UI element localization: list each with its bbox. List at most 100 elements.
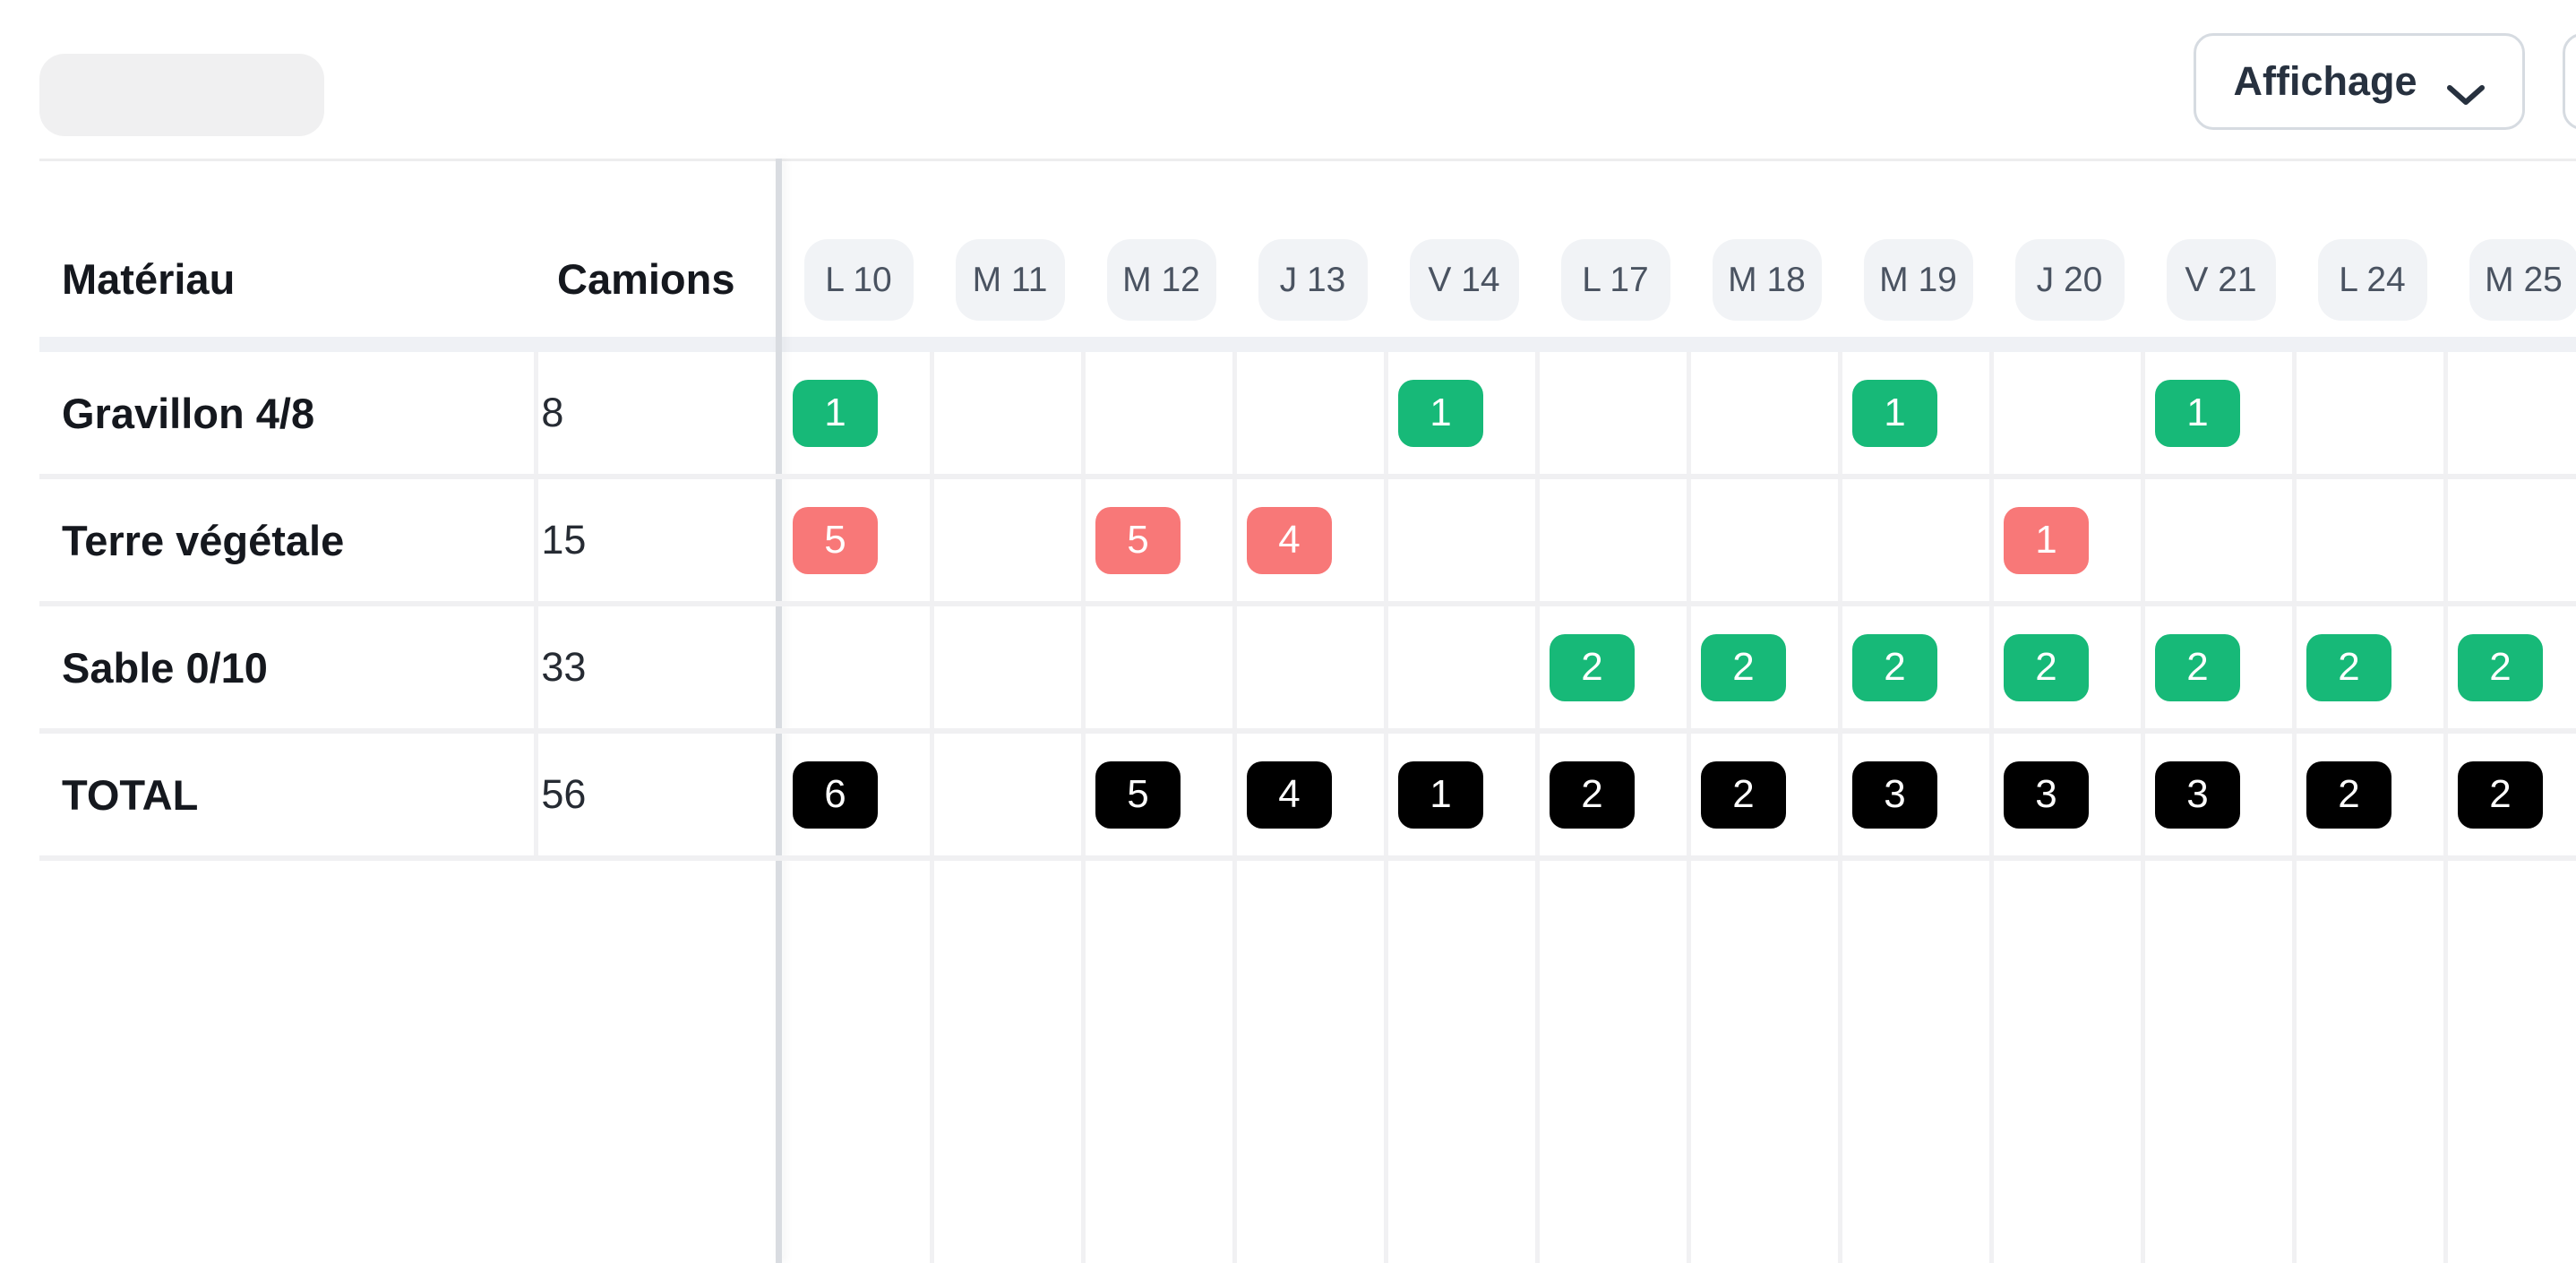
count-badge[interactable]: 2 [2306, 760, 2391, 829]
schedule-cell: 2 [1971, 606, 2122, 728]
date-pill: M 11 [955, 239, 1065, 321]
date-header-row: L 10 M 11 M 12 J 13 V 14 L 17 M 18 M 19 J 20 V 21… [783, 239, 2576, 321]
count-badge[interactable]: 4 [1247, 760, 1332, 829]
count-badge[interactable]: 4 [1247, 506, 1332, 574]
date-header-cell: M 18 [1691, 239, 1842, 321]
schedule-cell [1819, 479, 1971, 601]
count-badge[interactable]: 5 [1095, 506, 1181, 574]
date-header-cell: L 24 [2297, 239, 2448, 321]
count-badge[interactable]: 5 [1095, 760, 1181, 829]
schedule-cell: 4 [1214, 734, 1365, 855]
date-pill: L 10 [803, 239, 914, 321]
table-row: Sable 0/10 33 2 2 2 2 2 2 2 [39, 606, 2576, 734]
schedule-cell: 2 [2122, 606, 2273, 728]
count-badge[interactable]: 2 [1701, 633, 1786, 701]
schedule-cell [1062, 352, 1214, 474]
schedule-cell: 1 [1365, 352, 1516, 474]
date-pill: M 18 [1712, 239, 1822, 321]
table-body: Gravillon 4/8 8 1 1 1 1 Terre végétale 15 5 5 4 1 Sa… [39, 352, 2576, 861]
date-pill: V 21 [2166, 239, 2276, 321]
schedule-cell [1365, 479, 1516, 601]
date-header-cell: M 19 [1842, 239, 1994, 321]
schedule-cell: 2 [2425, 734, 2576, 855]
camions-count: 33 [541, 644, 587, 690]
schedule-cell: 2 [1668, 606, 1819, 728]
schedule-cell: 2 [2273, 734, 2425, 855]
schedule-cell: 1 [1819, 352, 1971, 474]
schedule-cell: 1 [1365, 734, 1516, 855]
table-row: Terre végétale 15 5 5 4 1 [39, 479, 2576, 606]
schedule-cell [1971, 352, 2122, 474]
count-badge[interactable]: 2 [1550, 760, 1635, 829]
date-header-cell: V 21 [2145, 239, 2297, 321]
topbar-divider [39, 159, 2576, 161]
camions-count: 8 [541, 390, 564, 435]
count-badge[interactable]: 3 [1852, 760, 1937, 829]
count-badge[interactable]: 1 [1398, 760, 1483, 829]
schedule-cell [1062, 606, 1214, 728]
schedule-cell: 6 [760, 734, 911, 855]
count-badge[interactable]: 2 [1701, 760, 1786, 829]
material-name: Sable 0/10 [62, 643, 268, 692]
count-badge[interactable]: 1 [1852, 379, 1937, 447]
schedule-cell: 2 [1668, 734, 1819, 855]
count-badge[interactable]: 2 [1550, 633, 1635, 701]
date-pill: J 20 [2014, 239, 2125, 321]
affichage-dropdown-button[interactable]: Affichage [2194, 33, 2525, 130]
schedule-cell [2425, 479, 2576, 601]
date-pill: V 14 [1409, 239, 1519, 321]
schedule-cell: 3 [1819, 734, 1971, 855]
count-badge[interactable]: 2 [1852, 633, 1937, 701]
schedule-cell [911, 479, 1062, 601]
count-badge[interactable]: 5 [793, 506, 878, 574]
fixed-columns-divider [776, 159, 782, 1263]
count-badge[interactable]: 2 [2306, 633, 2391, 701]
date-header-cell: M 12 [1086, 239, 1237, 321]
date-header-cell: V 14 [1388, 239, 1540, 321]
schedule-cell: 1 [760, 352, 911, 474]
count-badge[interactable]: 2 [2458, 760, 2543, 829]
count-badge[interactable]: 2 [2004, 633, 2089, 701]
count-badge[interactable]: 1 [2155, 379, 2240, 447]
schedule-cell [2273, 352, 2425, 474]
date-pill: M 12 [1106, 239, 1216, 321]
count-badge[interactable]: 3 [2155, 760, 2240, 829]
date-header-cell: M 11 [934, 239, 1086, 321]
material-name: TOTAL [62, 770, 199, 819]
count-badge[interactable]: 1 [793, 379, 878, 447]
camions-column-header: Camions [557, 255, 735, 303]
schedule-cell [1516, 479, 1668, 601]
date-pill: L 17 [1560, 239, 1670, 321]
schedule-cell [2425, 352, 2576, 474]
schedule-cell [1516, 352, 1668, 474]
schedule-cell [2273, 479, 2425, 601]
date-header-cell: J 13 [1237, 239, 1388, 321]
count-badge[interactable]: 1 [1398, 379, 1483, 447]
schedule-cell: 5 [760, 479, 911, 601]
schedule-cell: 5 [1062, 479, 1214, 601]
table-row-total: TOTAL 56 6 5 4 1 2 2 3 3 3 2 2 [39, 734, 2576, 861]
date-pill: J 13 [1258, 239, 1368, 321]
date-pill: M 25 [2469, 239, 2576, 321]
date-header-cell: M 25 [2448, 239, 2576, 321]
schedule-cell [2122, 479, 2273, 601]
clipped-edge-button[interactable] [2563, 33, 2576, 130]
schedule-cell [911, 352, 1062, 474]
camions-count: 56 [541, 771, 587, 817]
count-badge[interactable]: 1 [2004, 506, 2089, 574]
count-badge[interactable]: 3 [2004, 760, 2089, 829]
date-pill: M 19 [1863, 239, 1973, 321]
camions-count: 15 [541, 517, 587, 563]
count-badge[interactable]: 2 [2458, 633, 2543, 701]
date-header-cell: L 10 [783, 239, 934, 321]
schedule-cell: 3 [1971, 734, 2122, 855]
material-name: Gravillon 4/8 [62, 389, 315, 437]
count-badge[interactable]: 6 [793, 760, 878, 829]
schedule-cell: 2 [1516, 734, 1668, 855]
count-badge[interactable]: 2 [2155, 633, 2240, 701]
schedule-cell: 2 [1516, 606, 1668, 728]
schedule-cell: 4 [1214, 479, 1365, 601]
header-bottom-band [39, 337, 2576, 352]
